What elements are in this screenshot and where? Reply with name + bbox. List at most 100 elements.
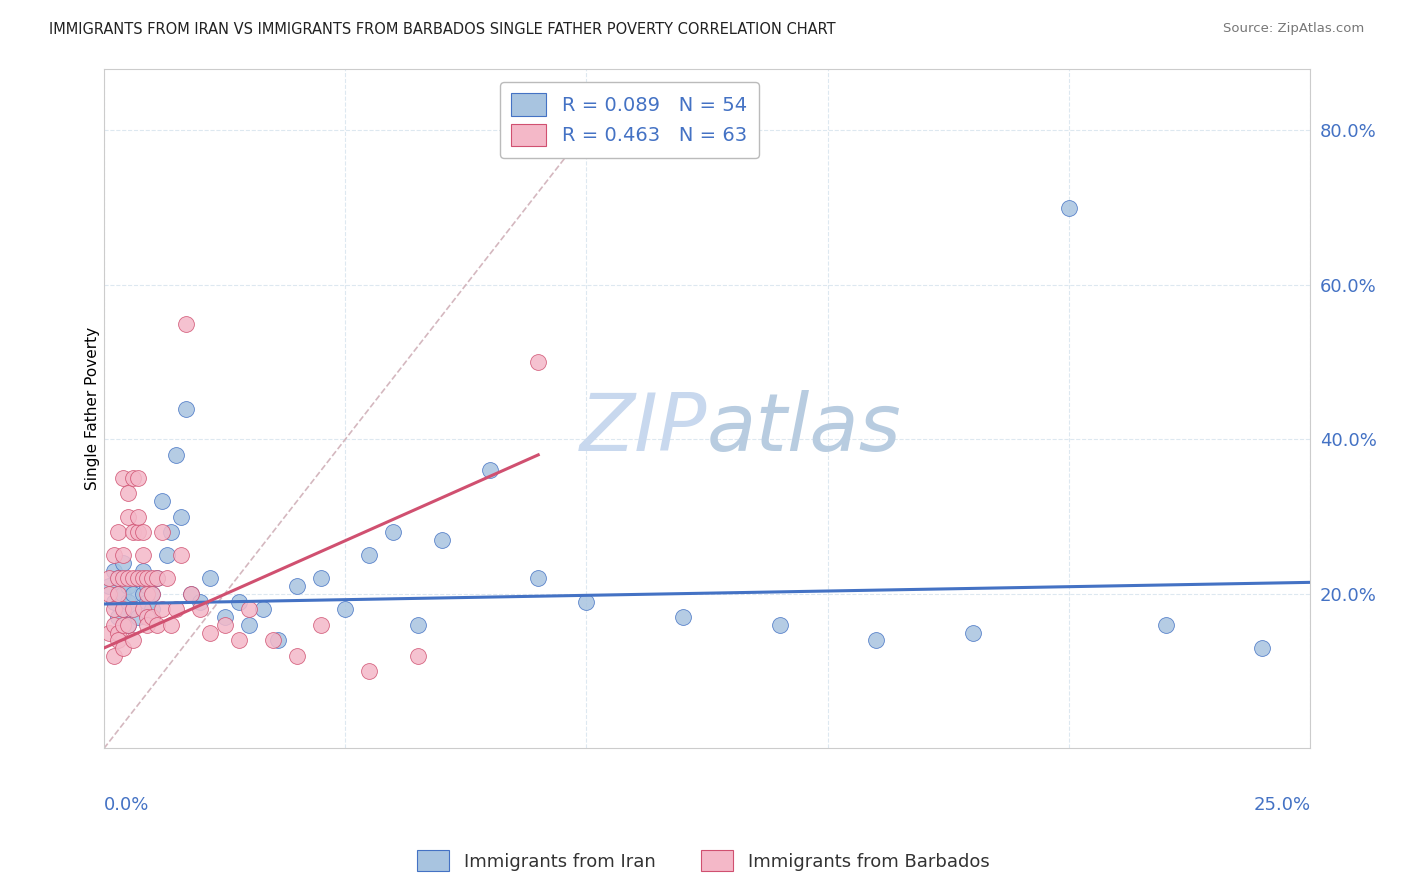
Point — [136, 579, 159, 593]
Text: IMMIGRANTS FROM IRAN VS IMMIGRANTS FROM BARBADOS SINGLE FATHER POVERTY CORRELATI: IMMIGRANTS FROM IRAN VS IMMIGRANTS FROM … — [49, 22, 835, 37]
Point — [127, 525, 149, 540]
Point — [121, 572, 143, 586]
Point — [180, 587, 202, 601]
Point — [136, 595, 159, 609]
Point — [117, 579, 139, 593]
Point — [359, 549, 381, 563]
Point — [228, 595, 250, 609]
Point — [103, 602, 125, 616]
Point — [768, 618, 790, 632]
Point — [141, 610, 163, 624]
Point — [131, 602, 153, 616]
Point — [575, 595, 598, 609]
Point — [865, 633, 887, 648]
Point — [131, 549, 153, 563]
Point — [121, 525, 143, 540]
Text: 25.0%: 25.0% — [1253, 796, 1310, 814]
Point — [121, 602, 143, 616]
Point — [252, 602, 274, 616]
Point — [136, 610, 159, 624]
Point — [285, 648, 308, 663]
Point — [117, 618, 139, 632]
Point — [136, 572, 159, 586]
Point — [228, 633, 250, 648]
Point — [103, 549, 125, 563]
Point — [121, 471, 143, 485]
Point — [117, 572, 139, 586]
Point — [672, 610, 695, 624]
Point — [141, 602, 163, 616]
Point — [962, 625, 984, 640]
Point — [150, 525, 173, 540]
Point — [198, 572, 221, 586]
Point — [127, 610, 149, 624]
Point — [478, 463, 501, 477]
Point — [190, 602, 212, 616]
Point — [309, 618, 332, 632]
Point — [165, 602, 187, 616]
Point — [406, 648, 429, 663]
Point — [112, 549, 135, 563]
Point — [131, 564, 153, 578]
Point — [156, 572, 179, 586]
Point — [112, 556, 135, 570]
Point — [127, 572, 149, 586]
Text: ZIP: ZIP — [579, 390, 707, 468]
Text: Source: ZipAtlas.com: Source: ZipAtlas.com — [1223, 22, 1364, 36]
Point — [174, 317, 197, 331]
Point — [107, 587, 129, 601]
Point — [107, 633, 129, 648]
Point — [527, 355, 550, 369]
Point — [121, 633, 143, 648]
Point — [430, 533, 453, 547]
Point — [214, 618, 236, 632]
Point — [127, 572, 149, 586]
Point — [121, 587, 143, 601]
Point — [309, 572, 332, 586]
Point — [136, 587, 159, 601]
Point — [160, 525, 183, 540]
Point — [117, 595, 139, 609]
Point — [146, 618, 169, 632]
Point — [170, 549, 193, 563]
Point — [112, 602, 135, 616]
Point — [107, 525, 129, 540]
Point — [112, 471, 135, 485]
Point — [131, 587, 153, 601]
Point — [117, 618, 139, 632]
Point — [117, 509, 139, 524]
Point — [107, 610, 129, 624]
Point — [285, 579, 308, 593]
Point — [112, 618, 135, 632]
Point — [262, 633, 284, 648]
Point — [266, 633, 288, 648]
Point — [1251, 640, 1274, 655]
Point — [156, 549, 179, 563]
Point — [117, 486, 139, 500]
Point — [112, 640, 135, 655]
Legend: R = 0.089   N = 54, R = 0.463   N = 63: R = 0.089 N = 54, R = 0.463 N = 63 — [499, 82, 759, 158]
Point — [131, 525, 153, 540]
Point — [136, 618, 159, 632]
Point — [107, 572, 129, 586]
Point — [1057, 201, 1080, 215]
Point — [131, 572, 153, 586]
Point — [112, 572, 135, 586]
Point — [103, 618, 125, 632]
Point — [141, 587, 163, 601]
Point — [146, 572, 169, 586]
Point — [107, 587, 129, 601]
Point — [97, 587, 120, 601]
Point — [170, 509, 193, 524]
Point — [150, 602, 173, 616]
Point — [165, 448, 187, 462]
Point — [146, 572, 169, 586]
Point — [359, 664, 381, 678]
Point — [97, 625, 120, 640]
Point — [160, 618, 183, 632]
Point — [103, 564, 125, 578]
Point — [382, 525, 405, 540]
Point — [103, 595, 125, 609]
Point — [97, 579, 120, 593]
Point — [127, 509, 149, 524]
